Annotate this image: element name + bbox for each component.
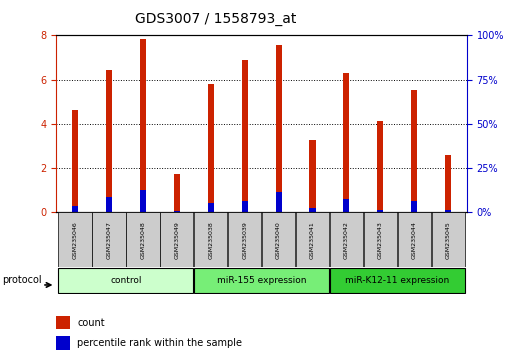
Text: GDS3007 / 1558793_at: GDS3007 / 1558793_at <box>135 12 296 27</box>
FancyBboxPatch shape <box>58 268 193 293</box>
Text: GSM235043: GSM235043 <box>378 221 383 259</box>
Bar <box>106 70 112 212</box>
FancyBboxPatch shape <box>431 212 465 267</box>
Bar <box>343 73 349 212</box>
Bar <box>72 206 78 212</box>
Text: GSM235045: GSM235045 <box>446 221 451 259</box>
Text: control: control <box>110 276 142 285</box>
Bar <box>377 210 383 212</box>
Bar <box>242 60 248 212</box>
Bar <box>445 210 451 212</box>
Bar <box>140 39 146 212</box>
FancyBboxPatch shape <box>228 212 261 267</box>
Bar <box>140 190 146 212</box>
Bar <box>309 141 315 212</box>
Text: GSM235039: GSM235039 <box>242 221 247 259</box>
Text: GSM235038: GSM235038 <box>208 221 213 259</box>
FancyBboxPatch shape <box>330 268 465 293</box>
FancyBboxPatch shape <box>330 212 363 267</box>
FancyBboxPatch shape <box>398 212 431 267</box>
FancyBboxPatch shape <box>126 212 160 267</box>
Bar <box>411 201 417 212</box>
Bar <box>174 211 180 212</box>
FancyBboxPatch shape <box>262 212 295 267</box>
Bar <box>343 199 349 212</box>
FancyBboxPatch shape <box>58 212 92 267</box>
Bar <box>106 198 112 212</box>
Text: GSM235040: GSM235040 <box>276 221 281 259</box>
Text: percentile rank within the sample: percentile rank within the sample <box>77 338 242 348</box>
FancyBboxPatch shape <box>160 212 193 267</box>
Bar <box>55 336 70 350</box>
Text: GSM235044: GSM235044 <box>412 221 417 259</box>
FancyBboxPatch shape <box>364 212 397 267</box>
Bar <box>309 208 315 212</box>
Text: GSM235048: GSM235048 <box>141 221 145 259</box>
Text: GSM235047: GSM235047 <box>107 221 111 259</box>
FancyBboxPatch shape <box>194 212 227 267</box>
Text: miR-K12-11 expression: miR-K12-11 expression <box>345 276 449 285</box>
Bar <box>72 109 78 212</box>
Bar <box>242 201 248 212</box>
Bar <box>275 192 282 212</box>
Bar <box>208 202 214 212</box>
Text: count: count <box>77 318 105 327</box>
Bar <box>55 316 70 329</box>
Bar <box>275 45 282 212</box>
Bar <box>208 84 214 212</box>
FancyBboxPatch shape <box>296 212 329 267</box>
Bar <box>174 174 180 212</box>
Text: protocol: protocol <box>3 275 42 285</box>
Text: GSM235042: GSM235042 <box>344 221 349 259</box>
Bar <box>377 121 383 212</box>
Text: miR-155 expression: miR-155 expression <box>217 276 306 285</box>
FancyBboxPatch shape <box>194 268 329 293</box>
FancyBboxPatch shape <box>92 212 126 267</box>
Text: GSM235041: GSM235041 <box>310 221 315 259</box>
Bar <box>445 155 451 212</box>
Text: GSM235046: GSM235046 <box>72 221 77 259</box>
Text: GSM235049: GSM235049 <box>174 221 180 259</box>
Bar <box>411 90 417 212</box>
